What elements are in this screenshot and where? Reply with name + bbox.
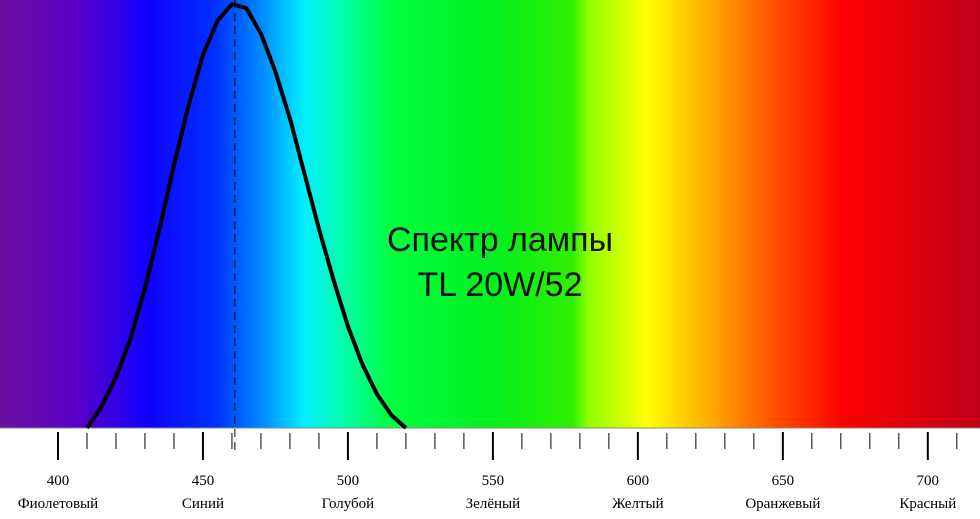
x-tick-label: 700 (917, 473, 940, 489)
x-tick-label: 450 (192, 473, 215, 489)
spectrum-band (0, 0, 980, 428)
spectrum-curve (85, 2, 408, 430)
color-name: Фиолетовый (18, 496, 98, 512)
color-name: Красный (899, 496, 956, 512)
color-name: Желтый (612, 496, 663, 512)
x-tick-label: 550 (482, 473, 505, 489)
x-tick-label: 500 (337, 473, 360, 489)
color-name: Синий (182, 496, 224, 512)
chart-title: Спектр лампы (387, 221, 613, 259)
color-name: Зелёный (466, 496, 520, 512)
color-name: Голубой (322, 496, 375, 512)
x-tick-label: 600 (627, 473, 650, 489)
x-tick-label: 650 (772, 473, 795, 489)
x-tick-label: 400 (47, 473, 70, 489)
color-name: Оранжевый (745, 496, 820, 512)
chart-title: TL 20W/52 (417, 266, 582, 304)
